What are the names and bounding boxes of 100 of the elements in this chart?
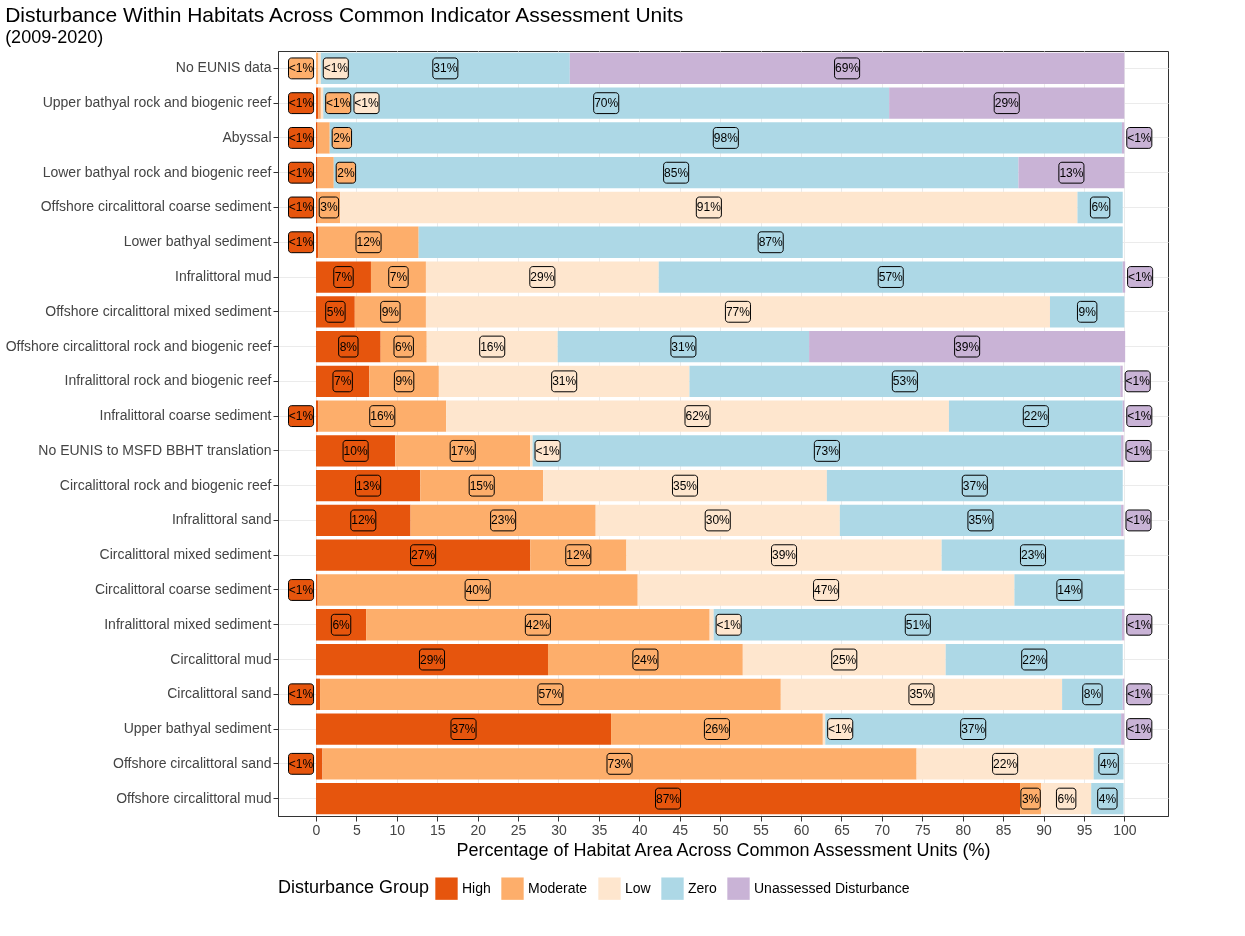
data-label: 29% xyxy=(419,652,445,667)
x-tick-label: 5 xyxy=(353,821,362,838)
data-label: 39% xyxy=(772,548,797,563)
y-tick-label: Lower bathyal sediment xyxy=(123,233,272,250)
data-label: 2% xyxy=(333,130,351,145)
data-label: 3% xyxy=(1021,791,1040,806)
bar xyxy=(557,330,810,363)
bar xyxy=(839,504,1122,537)
y-tick-label: Offshore circalittoral sand xyxy=(113,754,272,771)
data-label: 51% xyxy=(905,617,931,632)
x-tick-label: 55 xyxy=(753,821,770,838)
x-tick-label: 95 xyxy=(1076,821,1093,838)
data-label: <1% xyxy=(828,722,853,737)
bar xyxy=(742,643,946,676)
data-label: 87% xyxy=(758,235,784,250)
data-label: 53% xyxy=(892,374,918,389)
data-label: 6% xyxy=(332,617,351,632)
bar xyxy=(809,330,1126,363)
y-tick-label: Infralittoral rock and biogenic reef xyxy=(64,372,272,389)
x-tick-label: 60 xyxy=(793,821,810,838)
bar xyxy=(333,157,1019,189)
data-label: 27% xyxy=(411,548,436,563)
legend-label: Unassessed Disturbance xyxy=(754,879,910,896)
data-label: 77% xyxy=(725,304,751,319)
data-label: 12% xyxy=(351,513,376,528)
bar xyxy=(329,122,1122,154)
data-label: 24% xyxy=(633,652,658,667)
data-label: 9% xyxy=(1078,304,1097,319)
y-tick-label: Circalittoral mud xyxy=(170,650,272,667)
data-label: 9% xyxy=(381,304,400,319)
x-tick-label: 35 xyxy=(591,821,608,838)
bar xyxy=(532,435,1122,467)
data-label: 47% xyxy=(814,582,839,597)
bar xyxy=(826,470,1123,502)
bar xyxy=(658,261,1123,293)
y-tick-label: Circalittoral mixed sediment xyxy=(99,546,272,563)
data-label: 3% xyxy=(320,200,338,215)
data-label: 87% xyxy=(656,791,681,806)
data-label: 4% xyxy=(1099,756,1118,771)
bar xyxy=(425,296,1050,328)
bar xyxy=(418,226,1123,258)
bar xyxy=(713,609,1122,641)
x-tick-label: 70 xyxy=(874,821,891,838)
y-tick-label: Abyssal xyxy=(222,128,272,145)
data-label: <1% xyxy=(1127,687,1152,702)
data-label: 22% xyxy=(1022,652,1047,667)
data-label: 37% xyxy=(451,722,476,737)
bar xyxy=(889,87,1125,119)
data-label: 6% xyxy=(1057,791,1076,806)
data-label: 98% xyxy=(713,130,739,145)
data-label: 31% xyxy=(552,374,577,389)
y-tick-label: Infralittoral mud xyxy=(175,268,272,285)
legend-label: Low xyxy=(625,879,652,896)
bar xyxy=(320,678,781,710)
bar xyxy=(315,713,612,745)
bar xyxy=(689,365,1121,397)
y-tick-label: No EUNIS data xyxy=(175,59,272,76)
bar xyxy=(637,574,1015,606)
data-label: 25% xyxy=(832,652,857,667)
data-label: <1% xyxy=(1127,270,1153,285)
data-label: 62% xyxy=(685,409,710,424)
data-label: <1% xyxy=(326,96,351,111)
data-label: 13% xyxy=(356,478,381,493)
y-tick-label: No EUNIS to MSFD BBHT translation xyxy=(38,441,272,458)
bar xyxy=(315,643,548,676)
data-label: 30% xyxy=(705,513,731,528)
data-label: 57% xyxy=(538,687,563,702)
bar xyxy=(543,470,827,502)
data-label: 23% xyxy=(1020,548,1046,563)
y-tick-label: Offshore circalittoral coarse sediment xyxy=(40,198,272,215)
bar xyxy=(446,400,949,432)
y-tick-label: Circalittoral coarse sediment xyxy=(94,580,272,597)
data-label: 37% xyxy=(961,722,986,737)
data-label: 17% xyxy=(450,443,476,458)
bar xyxy=(322,748,917,780)
data-label: <1% xyxy=(288,165,314,180)
bar xyxy=(547,643,743,676)
data-label: <1% xyxy=(1127,617,1152,632)
bar xyxy=(315,539,531,571)
data-label: 12% xyxy=(566,548,591,563)
data-label: 31% xyxy=(671,339,696,354)
x-tick-label: 90 xyxy=(1036,821,1053,838)
x-tick-label: 10 xyxy=(389,821,406,838)
data-label: 73% xyxy=(814,443,840,458)
legend-label: High xyxy=(462,879,491,896)
data-label: 42% xyxy=(525,617,551,632)
data-label: <1% xyxy=(288,582,314,597)
data-label: <1% xyxy=(1127,722,1152,737)
y-tick-label: Offshore circalittoral mixed sediment xyxy=(45,302,272,319)
data-label: <1% xyxy=(288,409,314,424)
data-label: 69% xyxy=(835,61,860,76)
data-label: <1% xyxy=(1126,443,1151,458)
data-label: <1% xyxy=(535,443,561,458)
x-tick-label: 45 xyxy=(672,821,689,838)
data-label: 91% xyxy=(696,200,722,215)
data-label: <1% xyxy=(1127,409,1152,424)
x-tick-label: 20 xyxy=(470,821,487,838)
data-label: 16% xyxy=(480,339,505,354)
bar xyxy=(825,713,1122,745)
bar xyxy=(410,504,596,537)
